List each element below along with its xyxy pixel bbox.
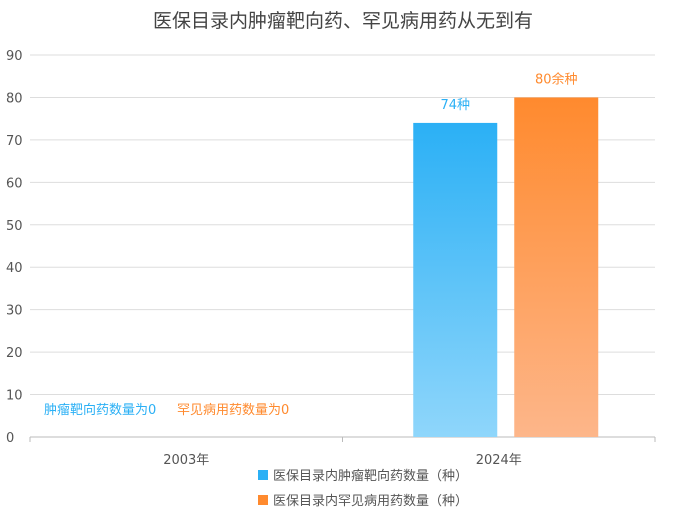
data-label: 肿瘤靶向药数量为0 xyxy=(44,402,156,418)
x-tick-label: 2024年 xyxy=(476,453,522,468)
bar xyxy=(413,122,498,438)
y-tick-label: 30 xyxy=(6,304,23,319)
data-label: 80余种 xyxy=(535,71,578,87)
y-tick-label: 90 xyxy=(6,49,23,64)
legend-label: 医保目录内罕见病用药数量（种） xyxy=(273,493,468,509)
legend-swatch xyxy=(258,495,268,505)
data-label: 罕见病用药数量为0 xyxy=(177,403,289,418)
y-tick-label: 80 xyxy=(6,91,23,106)
x-tick-label: 2003年 xyxy=(163,453,209,468)
y-tick-label: 10 xyxy=(6,389,23,404)
y-tick-label: 20 xyxy=(6,346,23,361)
data-label: 74种 xyxy=(440,98,470,113)
y-tick-label: 50 xyxy=(6,219,23,234)
legend-swatch xyxy=(258,470,268,480)
bar xyxy=(514,97,599,437)
y-tick-label: 40 xyxy=(6,261,23,276)
y-tick-label: 0 xyxy=(6,431,14,446)
y-tick-label: 60 xyxy=(6,176,23,191)
legend-label: 医保目录内肿瘤靶向药数量（种） xyxy=(273,468,468,484)
chart-title: 医保目录内肿瘤靶向药、罕见病用药从无到有 xyxy=(153,10,533,32)
y-tick-label: 70 xyxy=(6,134,23,149)
